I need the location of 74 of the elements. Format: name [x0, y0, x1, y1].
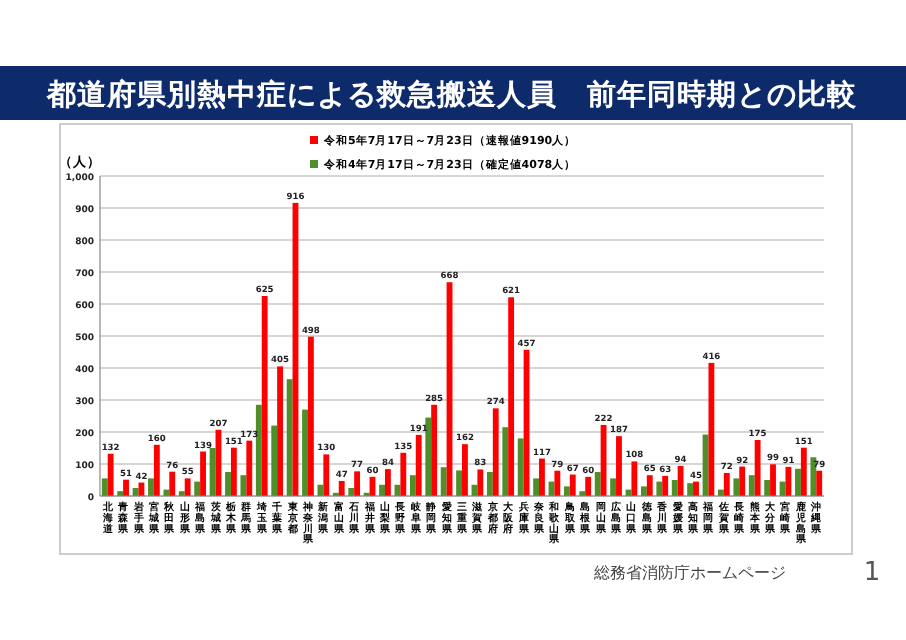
bar	[671, 480, 678, 496]
bar	[708, 362, 715, 496]
bar	[754, 440, 761, 496]
bar	[785, 466, 792, 496]
bar	[302, 409, 308, 496]
chart-title: 都道府県別熱中症による救急搬送人員 前年同時期との比較	[45, 76, 859, 112]
bar	[148, 478, 154, 496]
bar	[693, 481, 699, 496]
bar	[795, 468, 801, 496]
bar	[486, 472, 493, 496]
bar	[687, 483, 694, 496]
bar	[323, 454, 330, 496]
bar	[153, 444, 160, 496]
bar	[230, 447, 237, 496]
bar	[101, 478, 108, 496]
bar	[631, 461, 638, 496]
bar	[277, 366, 283, 496]
bar	[554, 470, 561, 496]
bar	[610, 478, 617, 496]
bar	[764, 480, 771, 496]
bar	[200, 451, 206, 496]
bar	[462, 444, 468, 496]
bar	[656, 481, 663, 496]
bar	[594, 472, 601, 496]
bar	[569, 474, 576, 496]
bar	[616, 436, 622, 496]
bar	[748, 475, 755, 496]
bar	[723, 472, 730, 496]
bar	[533, 478, 540, 496]
bar	[209, 448, 216, 496]
bar	[440, 467, 447, 496]
bar	[169, 471, 176, 496]
bar	[563, 486, 570, 496]
bar	[415, 434, 422, 496]
bar	[240, 475, 247, 496]
bar	[307, 336, 314, 496]
bar	[646, 475, 653, 496]
bar	[184, 478, 191, 496]
bar	[107, 453, 114, 496]
text: 1	[863, 558, 881, 588]
bar	[123, 479, 129, 496]
bar	[810, 457, 817, 496]
bar	[246, 440, 253, 496]
bar	[225, 472, 231, 496]
bar	[384, 469, 391, 496]
text: 総務省消防庁ホームページ	[592, 564, 786, 582]
bar	[271, 425, 278, 496]
bar	[194, 481, 201, 496]
bar	[585, 476, 592, 496]
bar	[641, 486, 647, 496]
bar	[508, 297, 515, 496]
bar	[286, 379, 293, 496]
bar	[662, 475, 669, 496]
bar	[409, 475, 416, 496]
bar	[425, 417, 432, 496]
bar	[733, 478, 740, 496]
bar	[431, 404, 438, 496]
bar	[800, 447, 807, 496]
bar	[477, 469, 484, 496]
bar	[338, 480, 345, 496]
bar	[770, 464, 776, 496]
bar	[456, 470, 462, 496]
bar	[539, 458, 545, 496]
bar	[677, 465, 684, 496]
bar	[354, 471, 361, 496]
bar	[816, 470, 823, 496]
bar	[502, 427, 509, 496]
bar	[400, 452, 407, 496]
bar	[261, 296, 268, 496]
bar	[739, 466, 746, 496]
bar	[517, 438, 524, 496]
bar	[492, 408, 499, 496]
bar	[255, 404, 262, 496]
bar	[379, 484, 385, 496]
